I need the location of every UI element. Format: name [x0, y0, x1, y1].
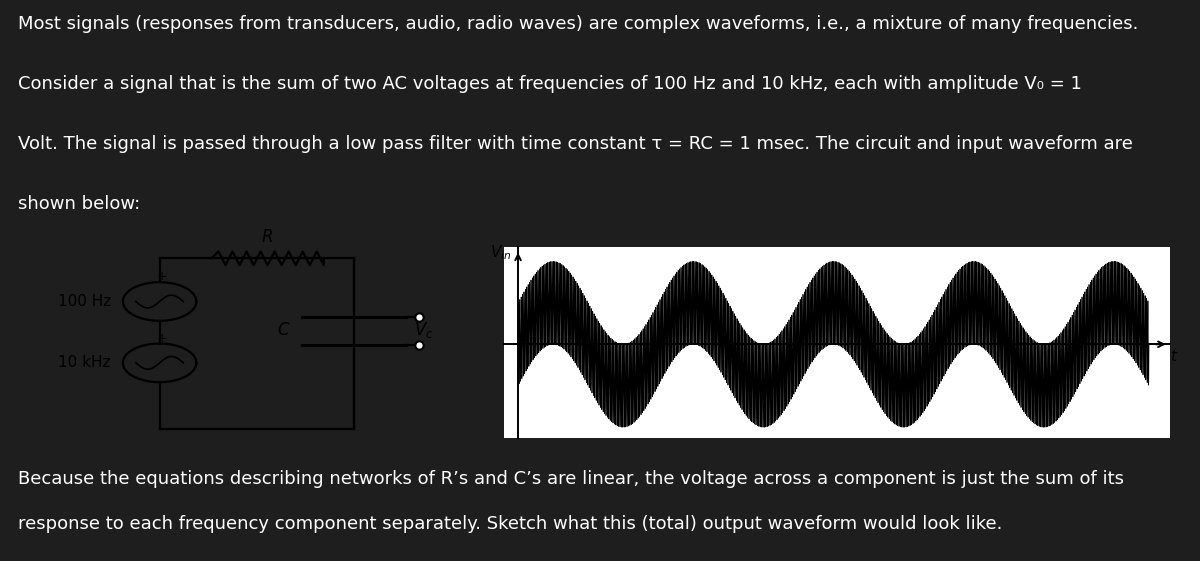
Text: $V_c$: $V_c$	[414, 320, 434, 340]
Text: +: +	[156, 332, 167, 344]
Text: Consider a signal that is the sum of two AC voltages at frequencies of 100 Hz an: Consider a signal that is the sum of two…	[18, 75, 1081, 93]
Text: response to each frequency component separately. Sketch what this (total) output: response to each frequency component sep…	[18, 515, 1002, 533]
Text: +: +	[156, 270, 167, 283]
Text: Because the equations describing networks of R’s and C’s are linear, the voltage: Because the equations describing network…	[18, 470, 1124, 488]
Text: t: t	[1170, 350, 1176, 364]
Text: Volt. The signal is passed through a low pass filter with time constant τ = RC =: Volt. The signal is passed through a low…	[18, 135, 1133, 153]
Text: C: C	[277, 321, 289, 339]
Text: 10 kHz: 10 kHz	[58, 355, 110, 370]
Text: R: R	[262, 228, 274, 246]
Text: $V_{in}$: $V_{in}$	[490, 243, 511, 261]
Text: 100 Hz: 100 Hz	[58, 294, 112, 309]
Text: shown below:: shown below:	[18, 195, 140, 213]
Text: Most signals (responses from transducers, audio, radio waves) are complex wavefo: Most signals (responses from transducers…	[18, 16, 1139, 34]
